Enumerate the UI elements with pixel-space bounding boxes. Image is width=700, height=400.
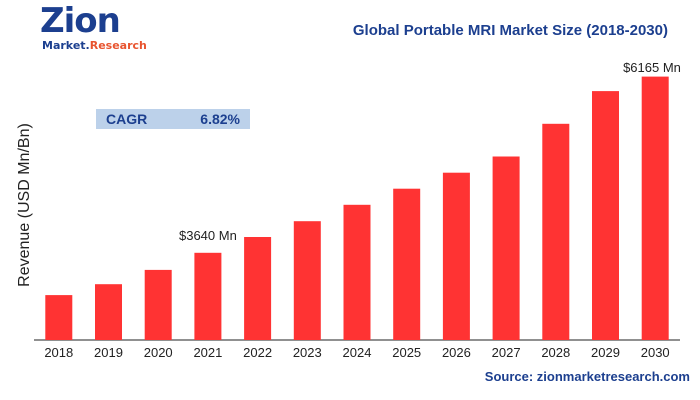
data-label-2021: $3640 Mn bbox=[179, 228, 237, 243]
x-tick-label-2023: 2023 bbox=[293, 345, 322, 360]
bar-2029 bbox=[592, 91, 619, 340]
chart-title: Global Portable MRI Market Size (2018-20… bbox=[352, 22, 668, 39]
bar-2018 bbox=[45, 295, 73, 340]
x-tick-label-2028: 2028 bbox=[541, 345, 570, 360]
logo-wordmark: Zion bbox=[40, 1, 121, 41]
bar-2022 bbox=[244, 237, 272, 340]
logo-subtitle-main: Market. bbox=[42, 39, 90, 52]
x-tick-label-2022: 2022 bbox=[243, 345, 272, 360]
x-tick-label-2018: 2018 bbox=[44, 345, 73, 360]
bar-2024 bbox=[343, 204, 371, 340]
cagr-badge: CAGR 6.82% bbox=[96, 109, 250, 129]
x-tick-label-2027: 2027 bbox=[492, 345, 521, 360]
zion-logo: Zion Market.Research bbox=[40, 2, 150, 54]
source-note: Source: zionmarketresearch.com bbox=[484, 369, 690, 384]
x-tick-label-2026: 2026 bbox=[442, 345, 471, 360]
data-annotations: $3640 Mn $6165 Mn bbox=[179, 60, 681, 243]
bar-2026 bbox=[442, 172, 470, 340]
bar-2028 bbox=[542, 123, 570, 340]
x-tick-labels: 2018 2019 2020 2021 2022 2023 2024 2025 2026 2027… bbox=[44, 345, 669, 360]
bar-2027 bbox=[492, 156, 520, 340]
cagr-label: CAGR bbox=[106, 111, 148, 127]
bar-2023 bbox=[293, 221, 321, 340]
x-tick-label-2029: 2029 bbox=[591, 345, 620, 360]
data-label-2030: $6165 Mn bbox=[623, 60, 681, 75]
bar-2019 bbox=[95, 284, 122, 340]
x-tick-label-2020: 2020 bbox=[144, 345, 173, 360]
bar-2021 bbox=[194, 252, 222, 340]
x-tick-label-2024: 2024 bbox=[343, 345, 372, 360]
bar-2030 bbox=[641, 76, 669, 340]
bar-2020 bbox=[144, 269, 172, 340]
x-tick-label-2025: 2025 bbox=[392, 345, 421, 360]
x-tick-label-2030: 2030 bbox=[641, 345, 670, 360]
bar-2025 bbox=[393, 188, 421, 340]
logo-subtitle-accent: Research bbox=[89, 39, 147, 52]
bar-series bbox=[45, 76, 669, 340]
cagr-value: 6.82% bbox=[200, 111, 240, 127]
x-tick-label-2021: 2021 bbox=[193, 345, 222, 360]
logo-subtitle: Market.Research bbox=[42, 39, 147, 52]
y-axis-label: Revenue (USD Mn/Bn) bbox=[16, 123, 33, 287]
x-tick-label-2019: 2019 bbox=[94, 345, 123, 360]
